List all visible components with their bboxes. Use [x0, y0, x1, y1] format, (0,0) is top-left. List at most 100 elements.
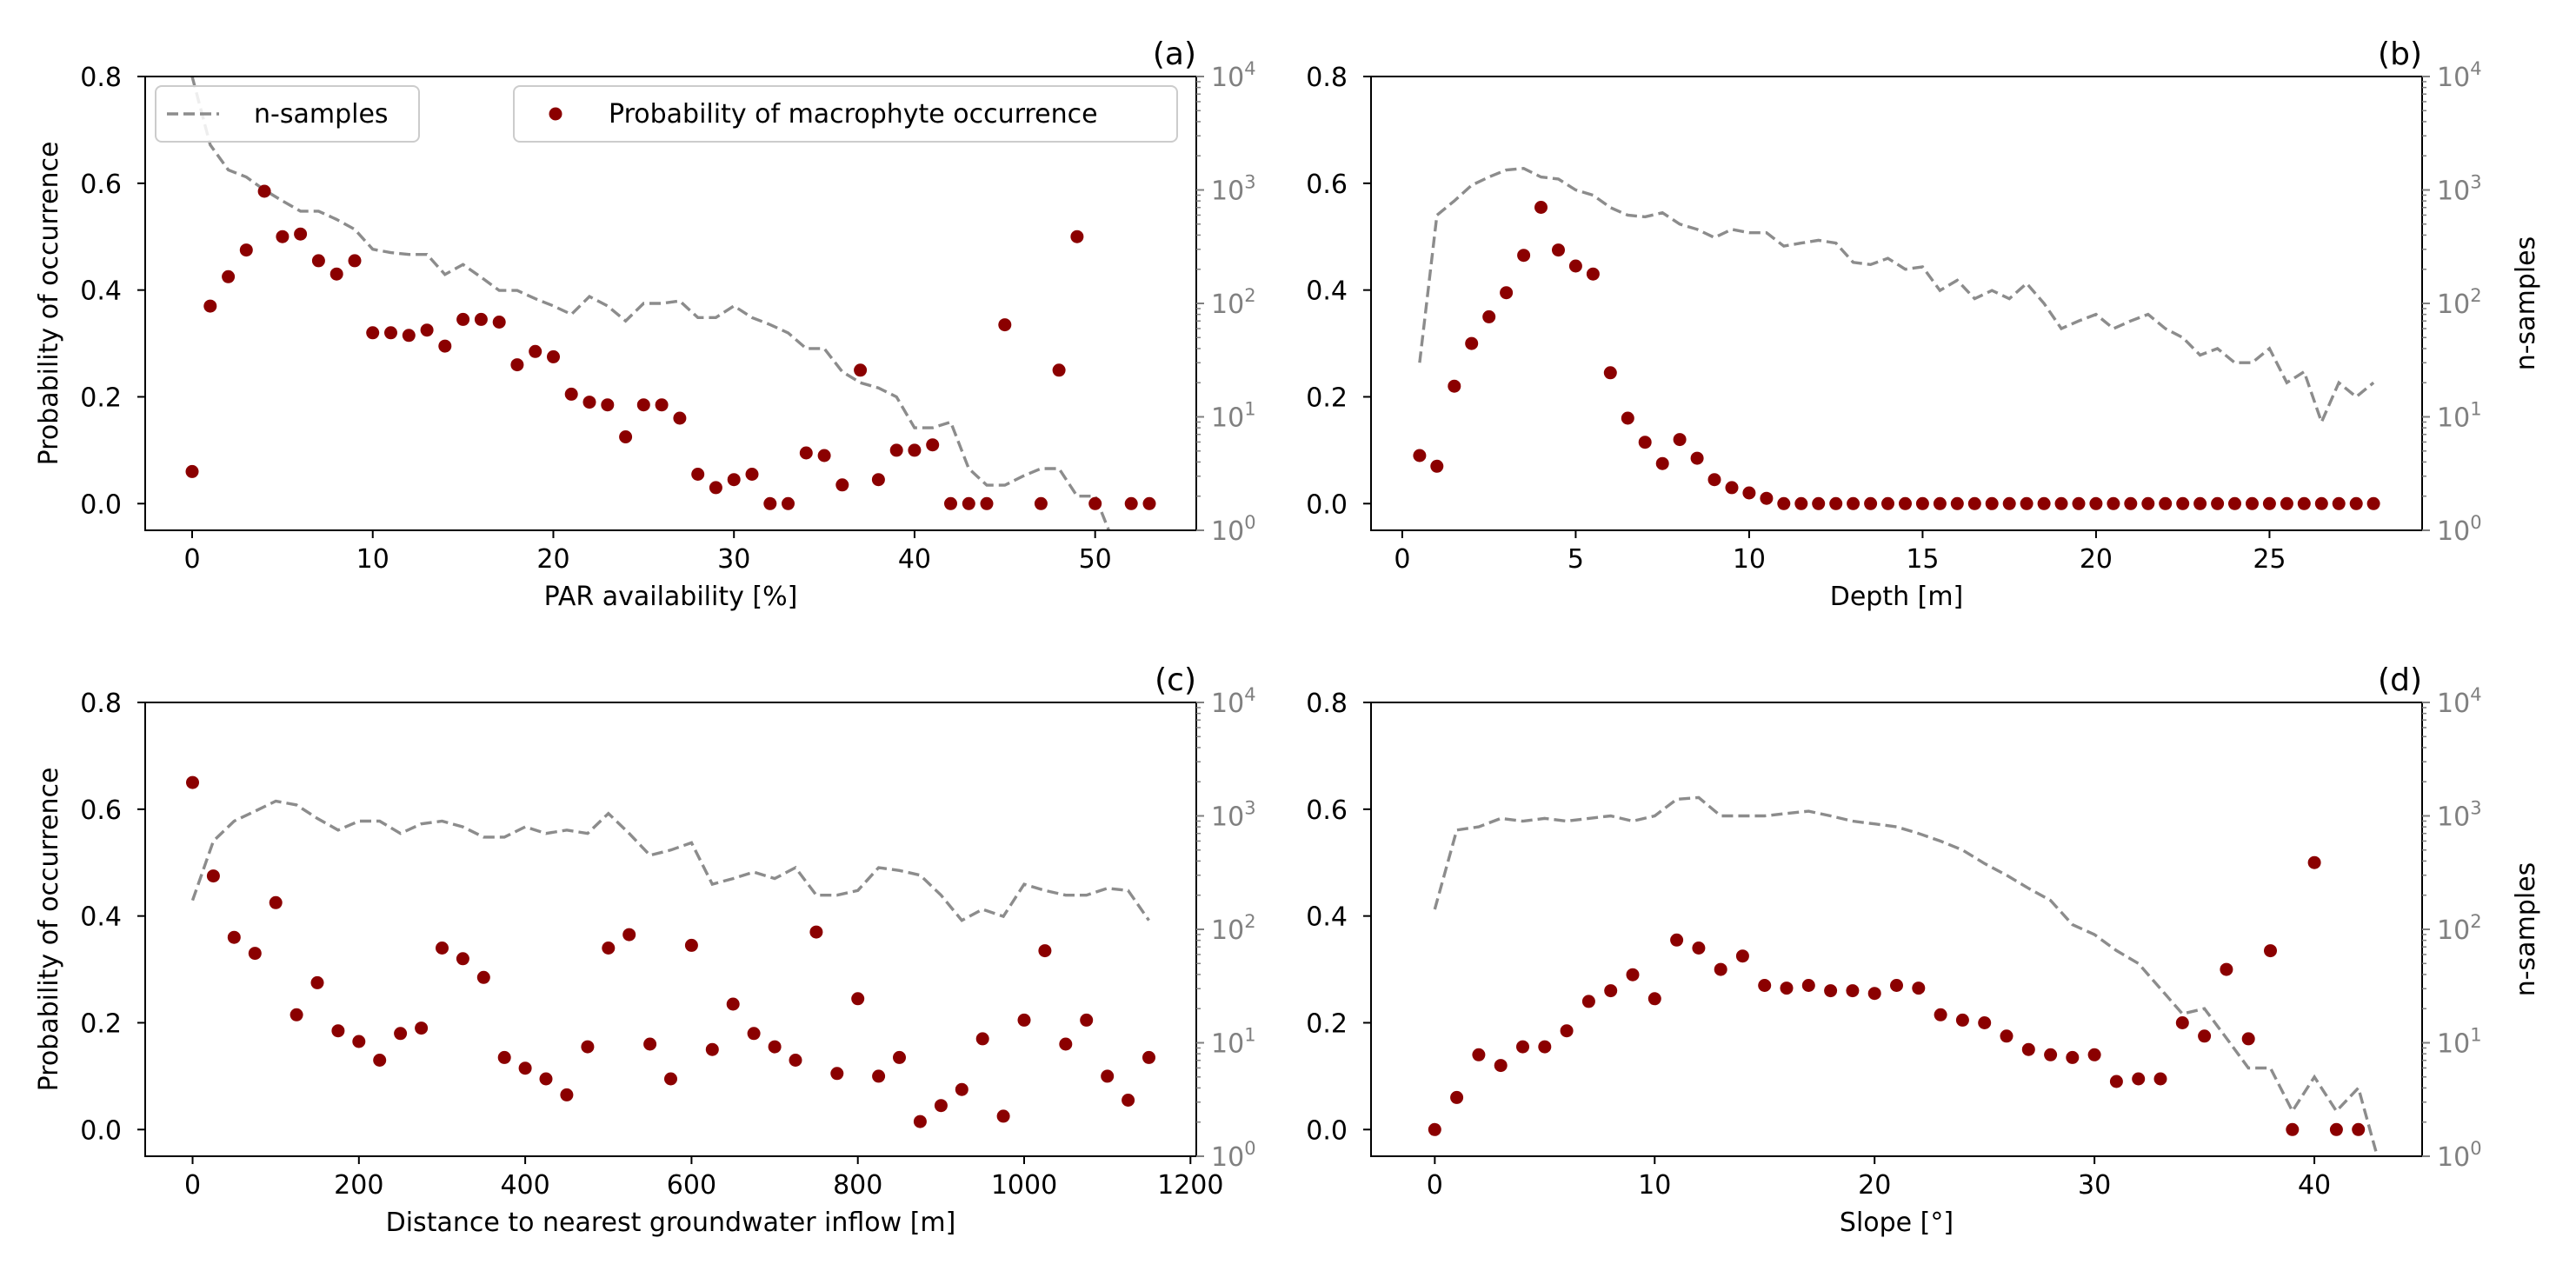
probability-point — [622, 928, 636, 942]
probability-point — [185, 464, 199, 478]
probability-point — [248, 947, 262, 961]
probability-point — [348, 254, 362, 268]
probability-point — [1794, 496, 1808, 510]
x-tick-label: 40 — [2298, 1170, 2331, 1201]
probability-point — [436, 942, 449, 955]
probability-point — [1448, 379, 1461, 393]
x-tick-label: 30 — [717, 544, 750, 575]
probability-point — [2349, 496, 2363, 510]
probability-point — [581, 1040, 595, 1054]
probability-point — [1101, 1069, 1115, 1083]
probability-point — [1829, 496, 1843, 510]
probability-point — [402, 329, 416, 343]
probability-point — [1801, 979, 1815, 992]
y-tick-label: 0.6 — [80, 170, 122, 200]
probability-point — [944, 496, 957, 510]
probability-point — [1890, 979, 1903, 992]
probability-point — [1059, 1037, 1073, 1051]
n-samples-line — [1418, 166, 2375, 427]
probability-point — [269, 895, 283, 909]
x-tick-label: 20 — [1858, 1170, 1891, 1201]
probability-point — [2107, 496, 2120, 510]
probability-point — [1864, 496, 1878, 510]
x-tick-label: 0 — [184, 1170, 201, 1201]
y-tick-label: 0.8 — [80, 63, 122, 93]
probability-point — [1142, 1050, 1155, 1064]
probability-point — [684, 938, 698, 952]
probability-point — [1088, 496, 1102, 510]
y-tick-label: 0.4 — [80, 276, 122, 307]
probability-point — [438, 339, 452, 353]
x-tick-label: 15 — [1906, 544, 1939, 575]
probability-point — [257, 184, 271, 198]
y-tick-label: 0.2 — [80, 1008, 122, 1039]
x-tick-label: 1000 — [991, 1170, 1057, 1201]
probability-point — [2089, 496, 2103, 510]
probability-point — [893, 1050, 906, 1064]
n-samples-line — [190, 77, 1111, 530]
probability-point — [1124, 496, 1138, 510]
x-tick-label: 25 — [2253, 544, 2286, 575]
probability-point — [962, 496, 975, 510]
probability-point — [1673, 433, 1687, 447]
probability-point — [497, 1050, 511, 1064]
legend-line-label: n-samples — [254, 99, 389, 130]
y-tick-label: 0.4 — [1306, 276, 1348, 307]
probability-point — [456, 952, 469, 966]
probability-point — [1714, 962, 1727, 976]
y-axis-label: Probability of occurrence — [34, 142, 64, 466]
x-tick-label: 0 — [183, 544, 200, 575]
probability-point — [1638, 436, 1652, 449]
probability-point — [2072, 496, 2086, 510]
x-tick-label: 20 — [2080, 544, 2113, 575]
y2-axis-label: n-samples — [2511, 236, 2541, 371]
y-tick-label: 0.2 — [1306, 383, 1348, 413]
y2-axis-label: n-samples — [2511, 862, 2541, 997]
probability-point — [529, 344, 542, 358]
y-axis-label: Probability of occurrence — [34, 768, 64, 1092]
probability-point — [1780, 982, 1794, 995]
probability-point — [2198, 1029, 2212, 1043]
probability-point — [1967, 496, 1981, 510]
probability-point — [276, 230, 290, 243]
probability-point — [1586, 267, 1600, 281]
panel-label: (b) — [2378, 37, 2422, 72]
probability-point — [1933, 496, 1947, 510]
probability-point — [2176, 496, 2190, 510]
probability-point — [636, 398, 650, 412]
y2-tick-label: 104 — [1211, 684, 1256, 719]
probability-point — [2020, 496, 2034, 510]
probability-point — [539, 1072, 553, 1086]
panel-c: 0 200 400 600 800 1000 1200 0.0 0.2 0.4 0.6 0.8 100 1… — [34, 662, 1256, 1238]
probability-point — [1692, 942, 1706, 955]
probability-point — [1516, 1040, 1529, 1054]
probability-point — [1655, 456, 1669, 470]
x-tick-label: 0 — [1394, 544, 1410, 575]
probability-point — [691, 468, 705, 481]
probability-point — [2021, 1042, 2035, 1056]
probability-point — [782, 496, 795, 510]
probability-point — [1735, 949, 1749, 963]
probability-point — [1430, 459, 1444, 473]
probability-point — [1494, 1059, 1508, 1073]
probability-point — [1581, 995, 1595, 1008]
legend-point-label: Probability of macrophyte occurrence — [609, 99, 1098, 130]
legend-n-samples: n-samples — [155, 85, 420, 143]
probability-point — [1603, 366, 1617, 380]
probability-point — [799, 446, 813, 460]
x-tick-label: 1200 — [1157, 1170, 1223, 1201]
y-tick-label: 0.0 — [80, 1115, 122, 1146]
probability-point — [655, 398, 669, 412]
probability-point — [222, 270, 236, 283]
probability-point — [913, 1115, 927, 1128]
probability-point — [373, 1054, 387, 1067]
probability-point — [768, 1040, 782, 1054]
y-tick-label: 0.0 — [1306, 489, 1348, 520]
y2-tick-label: 100 — [1211, 512, 1256, 547]
probability-point — [420, 323, 434, 337]
probability-point — [2262, 496, 2276, 510]
probability-point — [854, 363, 868, 377]
probability-point — [2124, 496, 2138, 510]
probability-point — [2193, 496, 2207, 510]
probability-point — [1847, 496, 1860, 510]
